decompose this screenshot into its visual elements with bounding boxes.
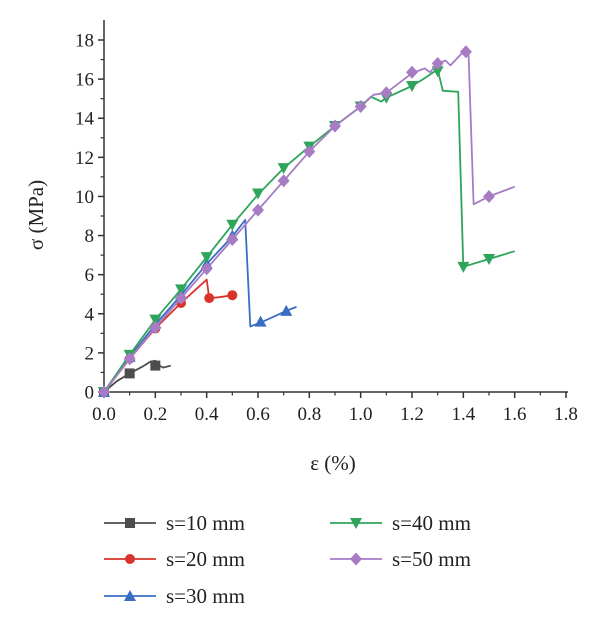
series-5 [98,45,516,399]
x-tick-label: 1.8 [554,404,578,425]
data-point [226,232,239,246]
y-axis-title: σ (MPa) [24,180,48,250]
legend-marker [124,590,136,601]
data-point [252,203,264,217]
legend-marker [350,552,362,566]
data-point [280,304,293,316]
data-point [483,189,495,203]
legend: s=10 mm s=20 mm s=30 mm s=40 mm s=50 mm [104,511,471,608]
x-tick-label: 0.2 [143,404,167,425]
legend-marker [125,518,135,528]
data-point [459,45,472,59]
legend-marker [125,554,135,564]
data-point [227,290,238,301]
y-tick-label: 14 [75,109,95,130]
data-point [431,66,444,78]
x-tick-label: 0.0 [92,404,116,425]
data-point [252,188,264,200]
data-point [123,352,136,366]
legend-item: s=30 mm [104,584,245,608]
data-point [200,252,213,264]
legend-label: s=40 mm [392,511,471,535]
series-line [103,218,297,393]
legend-label: s=30 mm [166,584,245,608]
data-point [98,385,110,399]
y-tick-label: 4 [85,304,95,325]
data-point [303,144,316,158]
series-line [103,68,515,393]
data-point [457,261,470,273]
x-tick-label: 1.0 [349,404,373,425]
legend-label: s=20 mm [166,547,245,571]
series-4 [98,66,515,398]
data-point [150,360,161,371]
x-tick-label: 0.4 [195,404,219,425]
data-point [277,174,290,188]
x-tick-label: 1.4 [451,404,475,425]
y-tick-label: 12 [75,148,94,169]
x-tick-label: 0.6 [246,404,270,425]
data-point [406,80,418,92]
y-tick-label: 0 [85,383,95,404]
data-point [175,284,187,296]
series-line [103,359,171,393]
data-point [200,262,213,276]
x-tick-label: 1.6 [503,404,527,425]
data-point [380,86,393,100]
y-tick-label: 10 [75,187,94,208]
data-point [354,99,367,113]
legend-label: s=10 mm [166,511,245,535]
y-tick-label: 6 [85,265,95,286]
data-point [254,315,267,327]
y-tick-label: 2 [85,343,95,364]
legend-marker [350,518,362,529]
y-tick-label: 18 [75,31,94,52]
data-point [226,219,239,231]
data-point [406,65,418,79]
data-point [175,291,187,305]
axes: 0.0 0.2 0.4 0.6 0.8 1.0 1.2 1.4 1.6 1.8 0 2 4 6 8 10 12… [75,20,578,425]
data-point [483,254,495,266]
y-ticks: 0 2 4 6 8 10 12 14 16 18 [75,31,104,404]
data-point [149,320,162,334]
y-tick-label: 8 [85,226,95,247]
series-line [103,50,516,393]
data-point [431,56,444,70]
x-ticks: 0.0 0.2 0.4 0.6 0.8 1.0 1.2 1.4 1.6 1.8 [92,392,578,425]
x-tick-label: 1.2 [400,404,424,425]
data-point [204,293,215,304]
y-tick-label: 16 [75,70,94,91]
data-point [277,163,290,175]
legend-item: s=10 mm [104,511,245,535]
legend-item: s=50 mm [330,547,471,571]
legend-item: s=40 mm [330,511,471,535]
data-point [329,119,341,133]
legend-item: s=20 mm [104,547,245,571]
x-tick-label: 0.8 [297,404,321,425]
data-point [149,314,162,326]
x-axis-title: ε (%) [310,451,356,475]
legend-label: s=50 mm [392,547,471,571]
data-point [124,368,135,379]
plot-area [98,45,516,399]
